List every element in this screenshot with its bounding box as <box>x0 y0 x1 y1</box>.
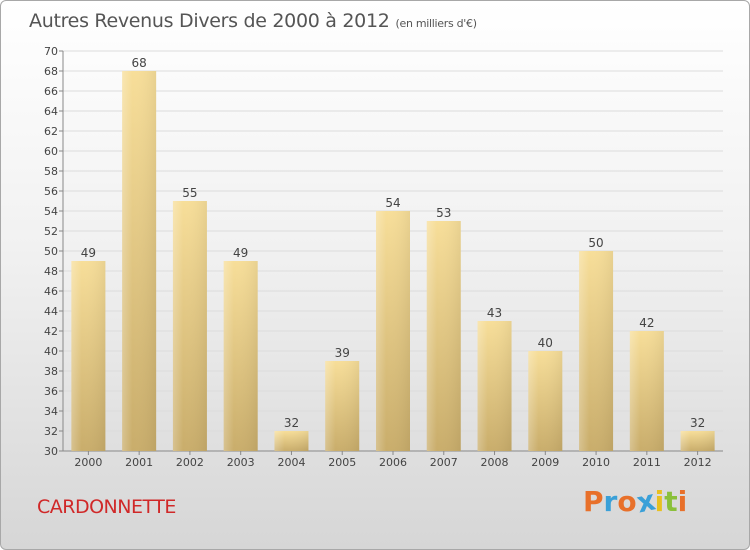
y-tick-label: 60 <box>44 145 58 158</box>
logo-letter: o <box>617 485 637 518</box>
logo-letter: i <box>654 485 665 518</box>
y-tick-label: 44 <box>44 305 58 318</box>
data-label: 40 <box>538 336 553 350</box>
y-tick-label: 66 <box>44 85 58 98</box>
data-label: 55 <box>182 186 197 200</box>
y-tick-label: 48 <box>44 265 58 278</box>
x-tick-label: 2005 <box>328 456 356 469</box>
data-labels: 49 68 55 49 32 39 54 53 43 40 50 42 32 <box>81 56 706 430</box>
bar-shine <box>376 211 410 451</box>
bar-shine <box>579 251 614 451</box>
x-tick-label: 2009 <box>531 456 559 469</box>
logo-letter: t <box>664 485 678 518</box>
y-tick-label: 36 <box>44 385 58 398</box>
x-tick-label: 2004 <box>277 456 305 469</box>
data-label: 54 <box>385 196 400 210</box>
y-tick-label: 52 <box>44 225 58 238</box>
data-label: 49 <box>81 246 96 260</box>
x-tick-label: 2011 <box>633 456 661 469</box>
data-label: 32 <box>284 416 299 430</box>
logo-letter: P <box>583 485 604 518</box>
chart-title-text: Autres Revenus Divers de 2000 à 2012 <box>29 10 390 32</box>
bar-shine <box>223 261 258 451</box>
x-tick-label: 2006 <box>379 456 407 469</box>
x-tick-label: 2000 <box>74 456 102 469</box>
y-tick-label: 64 <box>44 105 58 118</box>
bar-shine <box>274 431 309 451</box>
bar-shine <box>680 431 715 451</box>
data-label: 50 <box>588 236 603 250</box>
y-tick-label: 40 <box>44 345 58 358</box>
data-label: 32 <box>690 416 705 430</box>
y-tick-label: 42 <box>44 325 58 338</box>
bar-shine <box>172 201 207 451</box>
chart-subtitle: (en milliers d'€) <box>395 17 477 30</box>
data-label: 42 <box>639 316 654 330</box>
x-tick-label: 2007 <box>430 456 458 469</box>
y-tick-label: 46 <box>44 285 58 298</box>
y-tick-label: 58 <box>44 165 58 178</box>
x-tick-label: 2001 <box>125 456 153 469</box>
chart-title: Autres Revenus Divers de 2000 à 2012 (en … <box>29 10 477 32</box>
data-label: 68 <box>132 56 147 70</box>
y-tick-label: 30 <box>44 445 58 458</box>
bar-shine <box>426 221 461 451</box>
x-tick-label: 2002 <box>176 456 204 469</box>
y-tick-label: 34 <box>44 405 58 418</box>
x-axis: 2000 2001 2002 2003 2004 2005 2006 2007 2008 2009… <box>74 451 712 469</box>
data-label: 43 <box>487 306 502 320</box>
y-tick-label: 62 <box>44 125 58 138</box>
bar-shine <box>325 361 360 451</box>
commune-name: CARDONNETTE <box>37 496 176 518</box>
y-tick-label: 54 <box>44 205 58 218</box>
bar-shine <box>629 331 664 451</box>
bar-shine <box>477 321 512 451</box>
y-tick-label: 50 <box>44 245 58 258</box>
logo-letter: i <box>677 485 688 518</box>
x-tick-label: 2003 <box>227 456 255 469</box>
y-tick-label: 68 <box>44 65 58 78</box>
data-label: 39 <box>335 346 350 360</box>
x-tick-label: 2012 <box>684 456 712 469</box>
proxiti-logo: Proxiti <box>583 483 688 519</box>
data-label: 49 <box>233 246 248 260</box>
bars <box>71 71 715 451</box>
x-tick-label: 2008 <box>481 456 509 469</box>
bar-shine <box>71 261 106 451</box>
bar-shine <box>122 71 157 451</box>
y-tick-label: 70 <box>44 45 58 58</box>
x-tick-label: 2010 <box>582 456 610 469</box>
y-tick-label: 32 <box>44 425 58 438</box>
y-tick-label: 38 <box>44 365 58 378</box>
logo-letter: r <box>603 485 618 518</box>
bar-shine <box>528 351 563 451</box>
y-tick-label: 56 <box>44 185 58 198</box>
data-label: 53 <box>436 206 451 220</box>
